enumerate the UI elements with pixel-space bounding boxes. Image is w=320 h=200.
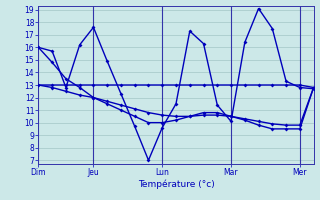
X-axis label: Température (°c): Température (°c) xyxy=(138,180,214,189)
